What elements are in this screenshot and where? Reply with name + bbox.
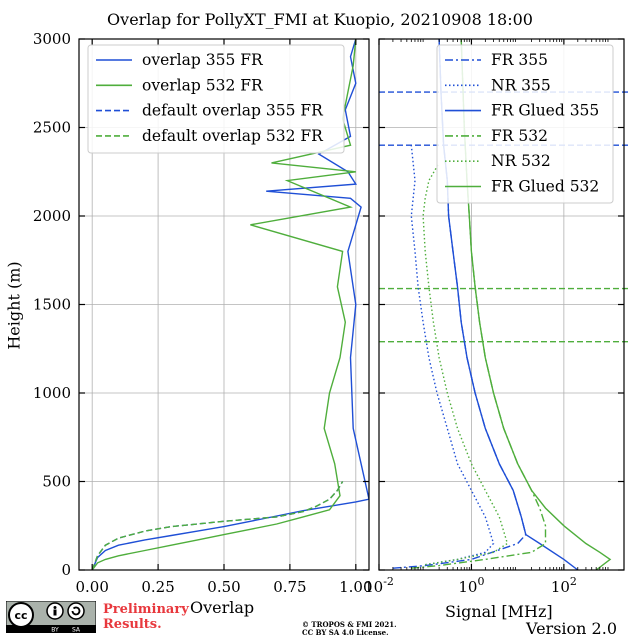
signal-panel: 10-2 100 102 FR 355 NR 355 FR Glued 355 FR 532…	[364, 38, 630, 596]
y-axis-label: Height (m)	[4, 261, 24, 350]
copyright-line-2: CC BY SA 4.0 License.	[302, 628, 389, 637]
y-tick-label: 0	[61, 561, 71, 579]
series-line-1	[410, 145, 495, 566]
legend-label: default overlap 532 FR	[142, 127, 324, 145]
legend-label: FR Glued 532	[491, 178, 599, 196]
legend-label: NR 355	[491, 76, 551, 94]
x-tick-label: 0.75	[273, 578, 306, 596]
y-tick-label: 3000	[33, 30, 71, 48]
y-tick-label: 500	[42, 473, 71, 491]
series-line-3	[91, 481, 344, 570]
series-line-1	[91, 39, 357, 570]
series-line-2	[91, 481, 344, 570]
copyright-line-1: © TROPOS & FMI 2021.	[302, 620, 397, 629]
x-tick-label: 100	[458, 575, 484, 596]
legend-label: FR 355	[491, 51, 548, 69]
x-tick-label: 1.00	[339, 578, 372, 596]
legend-label: overlap 532 FR	[142, 76, 264, 94]
x-axis-label-overlap: Overlap	[190, 598, 255, 617]
preliminary-line-1: Preliminary	[103, 602, 189, 617]
series-line-4	[422, 162, 509, 566]
legend-label: NR 532	[491, 152, 551, 170]
x-tick-label: 0.50	[207, 578, 240, 596]
legend-box	[436, 44, 614, 204]
copyright-notice: © TROPOS & FMI 2021. CC BY SA 4.0 Licens…	[302, 621, 397, 637]
y-tick-label: 1500	[33, 296, 71, 314]
legend-label: default overlap 355 FR	[142, 102, 324, 120]
legend-box	[87, 44, 345, 154]
x-tick-label: 0.00	[75, 578, 108, 596]
x-tick-label: 0.25	[141, 578, 174, 596]
cc-license-logo: cc BY SA	[6, 601, 96, 633]
chart-title: Overlap for PollyXT_FMI at Kuopio, 20210…	[107, 10, 533, 29]
preliminary-notice: Preliminary Results.	[103, 602, 189, 632]
x-axis-label-signal: Signal [MHz]	[445, 602, 553, 621]
preliminary-line-2: Results.	[103, 617, 162, 632]
overlap-panel: 0 500 1000 1500 2000 2500 3000 0.00 0.25 0.50 0.75…	[33, 30, 373, 596]
x-tick-label: 10-2	[364, 575, 394, 596]
legend-label: overlap 355 FR	[142, 51, 264, 69]
x-tick-label: 102	[551, 575, 577, 596]
y-tick-label: 2500	[33, 119, 71, 137]
svg-text:BY: BY	[51, 627, 59, 634]
legend-label: FR 532	[491, 127, 548, 145]
legend-label: FR Glued 355	[491, 102, 599, 120]
svg-text:cc: cc	[14, 609, 27, 622]
y-tick-label: 1000	[33, 384, 71, 402]
series-line-5	[460, 39, 612, 570]
svg-text:SA: SA	[72, 627, 81, 634]
y-tick-label: 2000	[33, 207, 71, 225]
version-label: Version 2.0	[526, 619, 617, 638]
